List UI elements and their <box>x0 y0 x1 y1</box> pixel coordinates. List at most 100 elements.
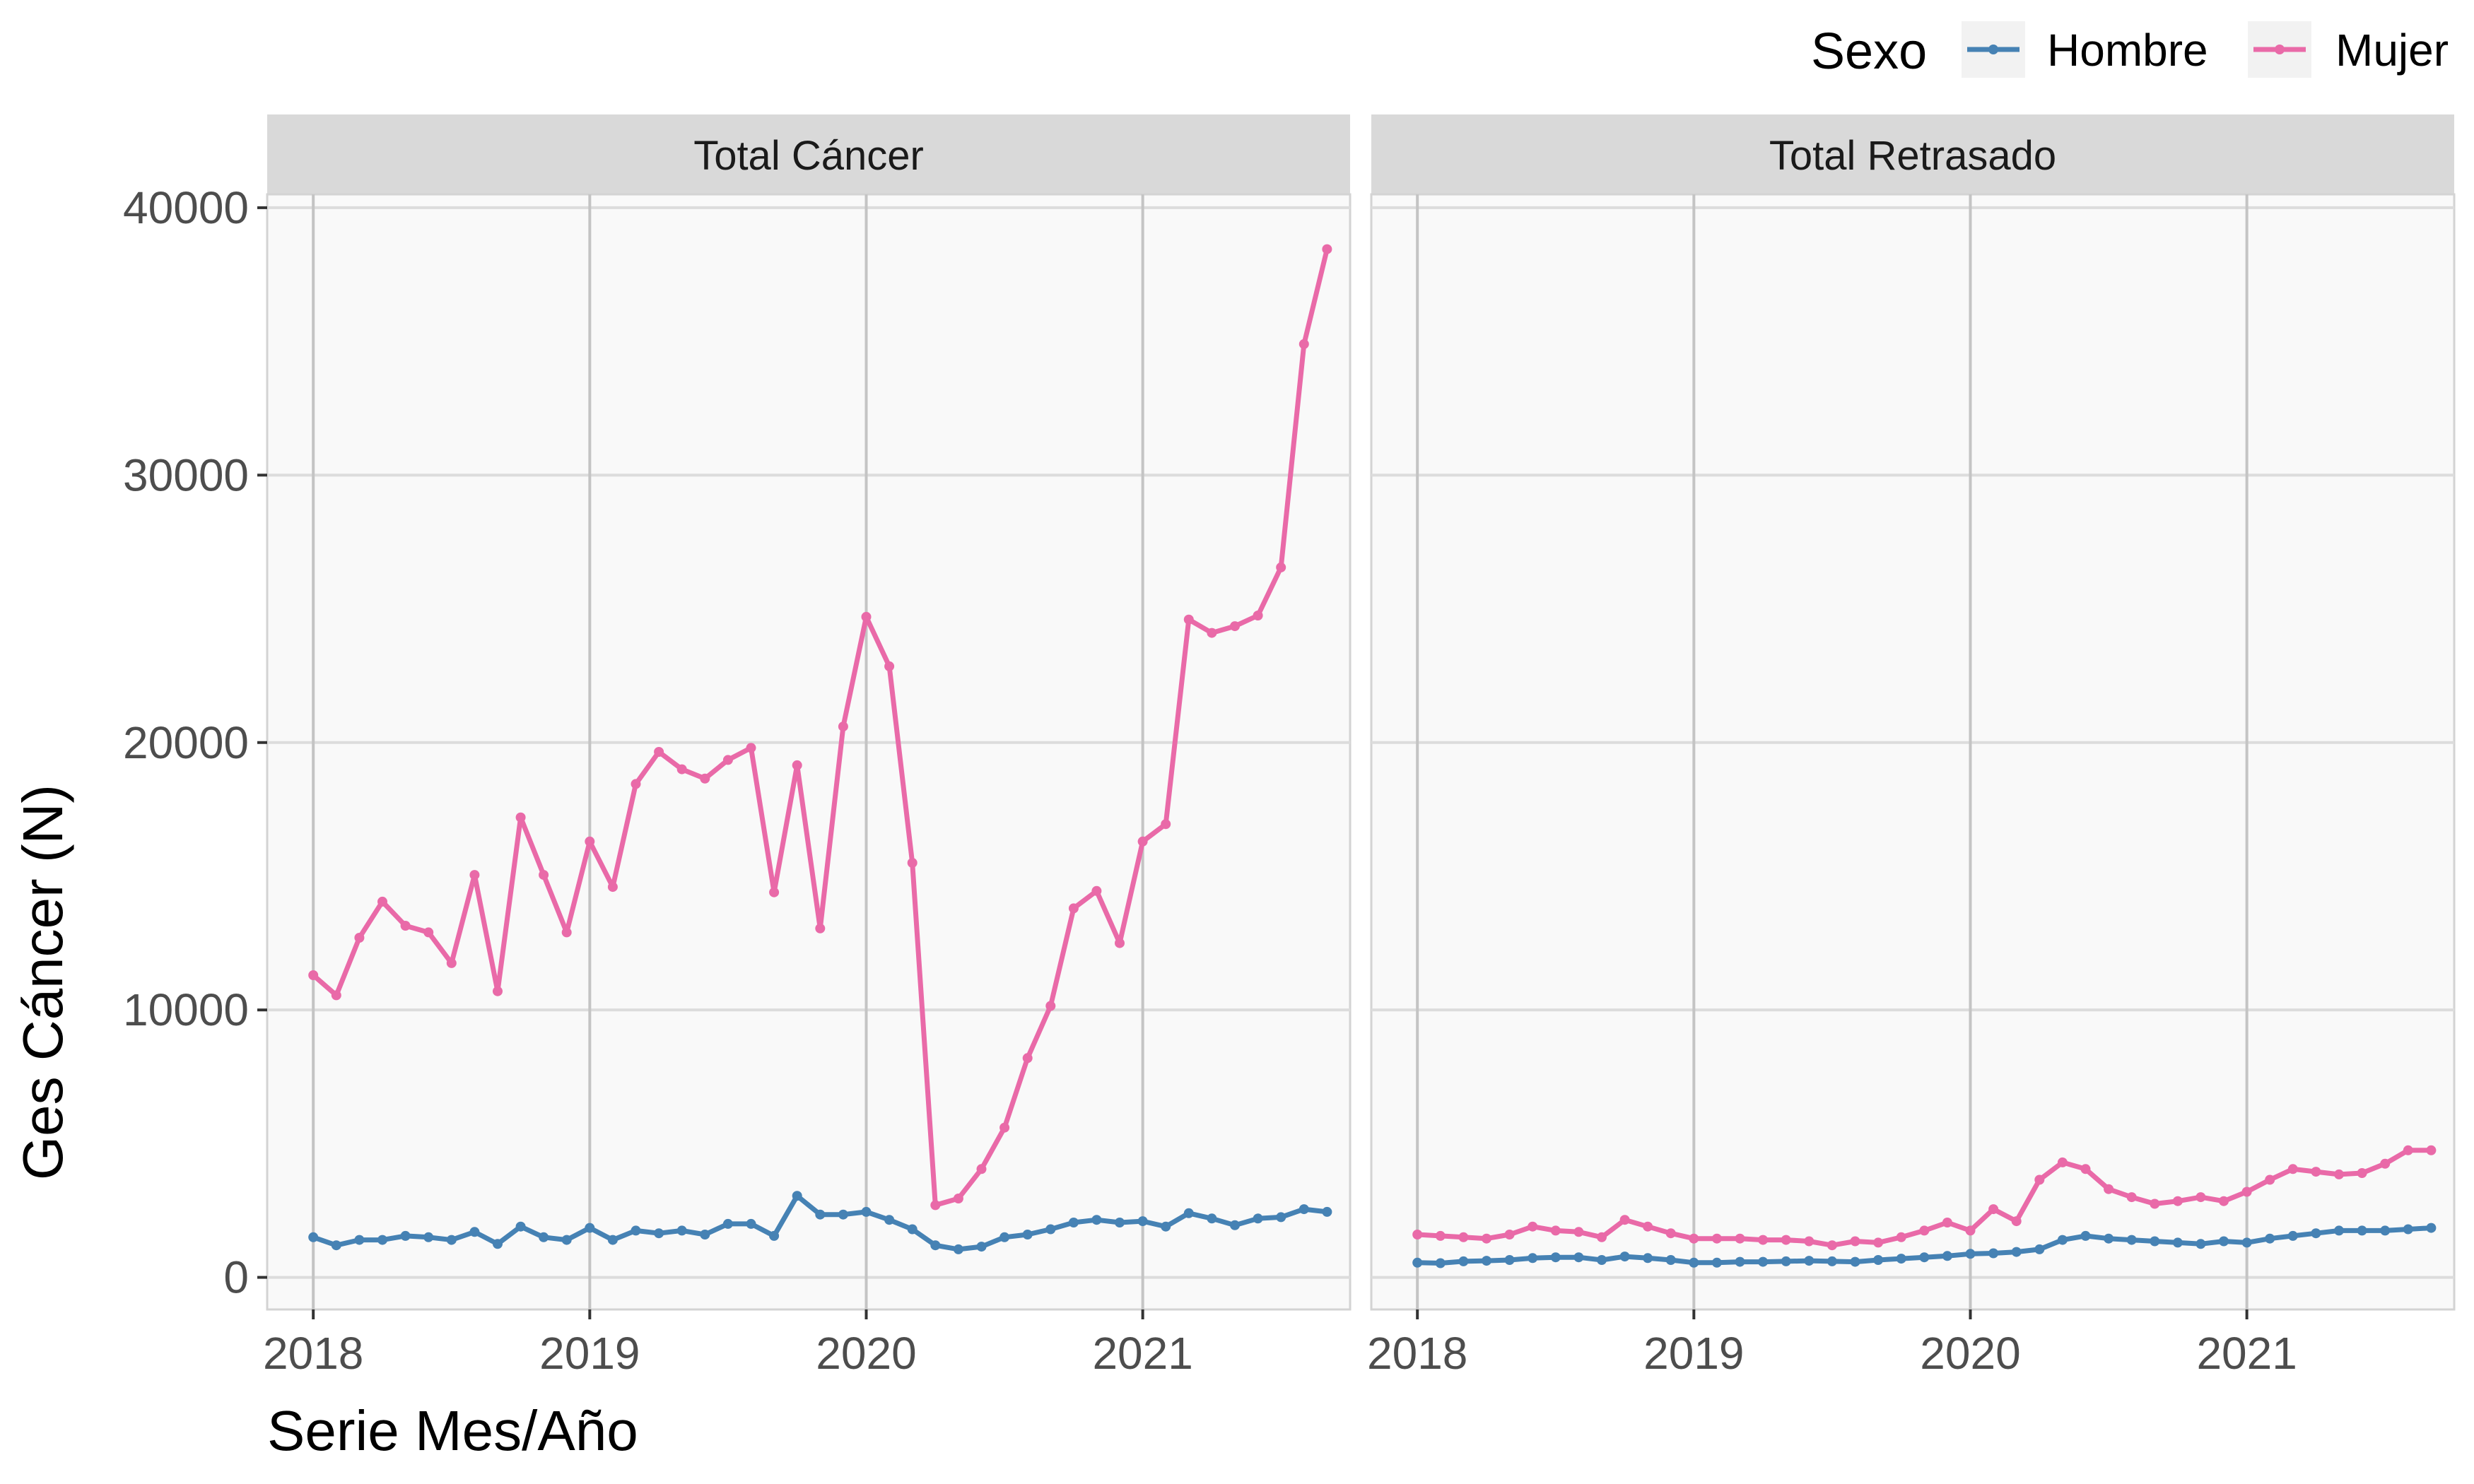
data-point <box>2241 1186 2252 1197</box>
data-point <box>469 870 480 881</box>
data-point <box>308 970 319 980</box>
data-point <box>1045 1224 1056 1235</box>
data-point <box>1573 1252 1584 1263</box>
y-tick-label: 20000 <box>123 717 249 768</box>
x-tick-label: 2020 <box>1920 1328 2020 1379</box>
data-point <box>838 722 848 732</box>
data-point <box>2403 1145 2413 1155</box>
data-point <box>1550 1252 1561 1263</box>
data-point <box>722 755 733 765</box>
data-point <box>907 858 918 868</box>
data-point <box>1573 1227 1584 1237</box>
data-point <box>1137 1216 1148 1227</box>
data-point <box>2403 1224 2413 1235</box>
data-point <box>1643 1221 1653 1232</box>
data-point <box>2126 1192 2137 1203</box>
series-hombre <box>1412 1223 2437 1268</box>
data-point <box>930 1240 941 1251</box>
data-point <box>1482 1256 1491 1266</box>
panel-1: Total Cáncer 2018 2019 2020 2021 <box>263 114 1352 1379</box>
data-point <box>585 1223 595 1233</box>
data-point <box>308 1232 319 1242</box>
data-point <box>1758 1235 1769 1245</box>
data-point <box>700 773 710 784</box>
data-point <box>769 1230 780 1241</box>
data-point <box>792 760 802 770</box>
y-axis: 0 10000 20000 30000 40000 <box>123 182 267 1303</box>
data-point <box>585 836 595 847</box>
data-point <box>1068 1218 1079 1227</box>
data-point <box>2172 1196 2183 1206</box>
data-point <box>1298 1204 1309 1215</box>
data-point <box>493 986 503 996</box>
y-tick-label: 10000 <box>123 984 249 1035</box>
data-point <box>1115 1218 1125 1227</box>
panel-strip-title: Total Retrasado <box>1769 133 2056 179</box>
data-point <box>1322 1206 1332 1217</box>
x-tick-label: 2018 <box>263 1328 363 1379</box>
data-point <box>815 1209 826 1220</box>
data-point <box>515 812 526 823</box>
data-point <box>1298 338 1309 349</box>
data-point <box>1896 1232 1906 1242</box>
y-axis-title: Ges Cáncer (N) <box>11 784 74 1180</box>
data-point <box>446 958 457 968</box>
data-point <box>1161 819 1171 830</box>
data-point <box>2380 1158 2391 1169</box>
data-point <box>1643 1253 1653 1264</box>
data-point <box>676 764 687 775</box>
x-tick-label: 2020 <box>816 1328 916 1379</box>
data-point <box>1435 1230 1446 1241</box>
data-point <box>2380 1225 2391 1236</box>
data-point <box>1942 1218 1952 1227</box>
data-point <box>1276 562 1286 572</box>
legend: Sexo Hombre Mujer <box>1811 21 2449 80</box>
data-point <box>2011 1247 2022 1257</box>
data-point <box>1597 1255 1607 1265</box>
series-hombre <box>308 1191 1332 1254</box>
data-point <box>1068 903 1079 914</box>
legend-key-hombre <box>1962 21 2025 78</box>
data-point <box>999 1122 1010 1133</box>
data-point <box>1942 1251 1952 1261</box>
data-point <box>354 1235 365 1245</box>
data-point <box>2311 1167 2321 1177</box>
data-point <box>792 1191 802 1201</box>
data-point <box>1735 1233 1745 1244</box>
data-point <box>1758 1256 1769 1267</box>
data-point <box>2080 1164 2091 1174</box>
data-point <box>654 1228 664 1239</box>
data-point <box>2334 1169 2344 1179</box>
data-point <box>2287 1230 2298 1241</box>
data-point <box>999 1232 1010 1242</box>
data-point <box>1735 1256 1745 1267</box>
data-point <box>2426 1145 2437 1155</box>
data-point <box>2034 1174 2045 1185</box>
data-point <box>1183 614 1194 625</box>
data-point <box>1253 611 1263 620</box>
data-point <box>1619 1215 1630 1225</box>
data-point <box>2219 1196 2229 1206</box>
data-point <box>377 1235 387 1245</box>
data-point <box>1504 1255 1515 1265</box>
data-point <box>1137 836 1148 847</box>
data-point <box>1161 1221 1171 1232</box>
data-point <box>2265 1174 2275 1185</box>
data-point <box>1827 1256 1837 1266</box>
x-axis-title: Serie Mes/Año <box>267 1399 638 1462</box>
data-point <box>1896 1254 1906 1264</box>
data-point <box>1230 1220 1240 1230</box>
data-point <box>746 743 756 753</box>
data-point <box>1965 1249 1976 1259</box>
data-point <box>607 882 618 893</box>
data-point <box>746 1218 756 1229</box>
panel-background <box>266 193 1352 1311</box>
data-point <box>2357 1168 2367 1178</box>
data-point <box>631 779 641 789</box>
data-point <box>1528 1221 1538 1232</box>
panel-strip <box>267 114 1350 194</box>
data-point <box>1022 1230 1033 1239</box>
data-point <box>1322 244 1332 254</box>
panel-strip-title: Total Cáncer <box>693 133 924 179</box>
